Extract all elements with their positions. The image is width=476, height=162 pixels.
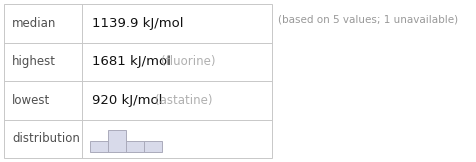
Bar <box>144 141 162 152</box>
Bar <box>126 141 144 152</box>
Bar <box>4 4 272 158</box>
Text: 1681 kJ/mol: 1681 kJ/mol <box>92 55 171 68</box>
Text: (based on 5 values; 1 unavailable): (based on 5 values; 1 unavailable) <box>278 14 458 24</box>
Text: highest: highest <box>12 55 56 68</box>
Text: 1139.9 kJ/mol: 1139.9 kJ/mol <box>92 17 184 30</box>
Bar <box>90 141 108 152</box>
Text: lowest: lowest <box>12 94 50 107</box>
Bar <box>108 129 126 152</box>
Text: distribution: distribution <box>12 132 80 145</box>
Text: (fluorine): (fluorine) <box>160 55 215 68</box>
Text: median: median <box>12 17 56 30</box>
Text: (astatine): (astatine) <box>155 94 212 107</box>
Text: 920 kJ/mol: 920 kJ/mol <box>92 94 162 107</box>
